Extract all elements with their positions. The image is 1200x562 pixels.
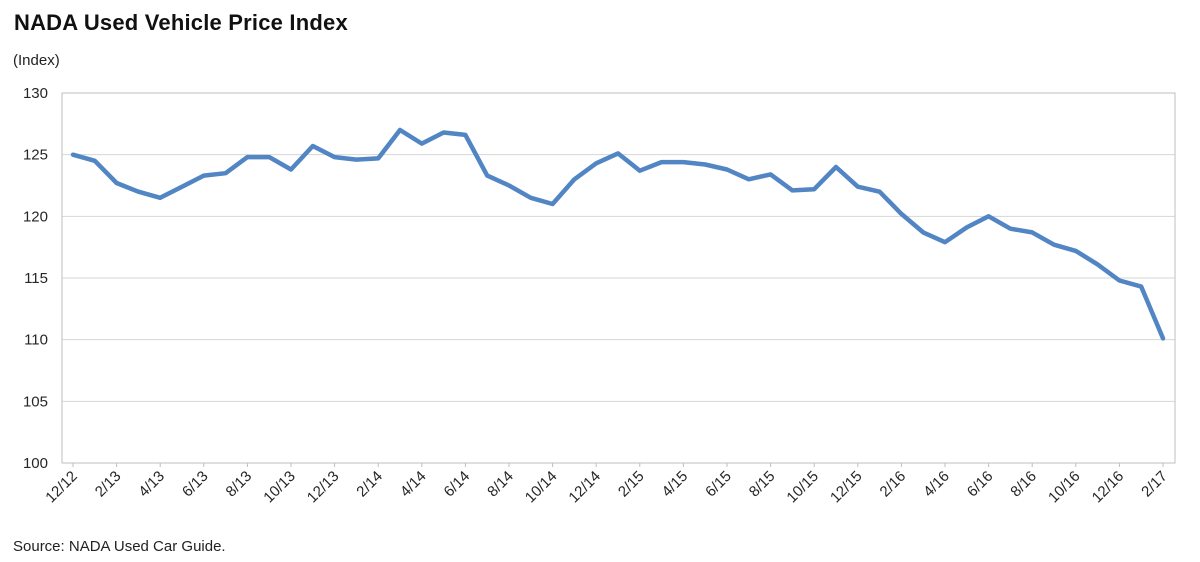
x-axis-tick-label: 10/13 bbox=[260, 468, 299, 507]
x-axis-tick-label: 6/13 bbox=[179, 468, 212, 501]
y-axis-tick-label: 105 bbox=[23, 393, 48, 410]
y-axis-tick-label: 130 bbox=[23, 85, 48, 102]
x-axis-tick-label: 4/13 bbox=[135, 468, 168, 501]
x-axis-tick-label: 12/13 bbox=[304, 468, 343, 507]
x-axis-tick-label: 12/12 bbox=[42, 468, 81, 507]
x-axis-tick-label: 4/15 bbox=[659, 468, 692, 501]
y-axis-tick-label: 120 bbox=[23, 208, 48, 225]
x-axis-tick-label: 2/16 bbox=[877, 468, 910, 501]
x-axis-tick-label: 8/14 bbox=[484, 468, 517, 501]
x-axis-tick-label: 6/15 bbox=[702, 468, 735, 501]
x-axis-tick-label: 2/17 bbox=[1138, 468, 1171, 501]
x-axis-tick-label: 10/14 bbox=[522, 468, 561, 507]
x-axis-tick-label: 6/16 bbox=[964, 468, 997, 501]
x-axis-tick-label: 4/14 bbox=[397, 468, 430, 501]
x-axis-tick-label: 10/16 bbox=[1045, 468, 1084, 507]
x-axis-tick-label: 8/15 bbox=[746, 468, 779, 501]
x-axis-tick-label: 2/14 bbox=[353, 468, 386, 501]
chart-title: NADA Used Vehicle Price Index bbox=[14, 10, 348, 35]
x-axis-tick-label: 6/14 bbox=[441, 468, 474, 501]
source-note: Source: NADA Used Car Guide. bbox=[13, 538, 226, 555]
x-axis-tick-label: 8/16 bbox=[1007, 468, 1040, 501]
x-axis-tick-label: 12/14 bbox=[565, 468, 604, 507]
x-axis-tick-label: 4/16 bbox=[920, 468, 953, 501]
plot-border bbox=[61, 92, 1176, 464]
y-axis-unit-label: (Index) bbox=[13, 52, 60, 69]
x-axis-tick-label: 12/15 bbox=[827, 468, 866, 507]
x-axis-tick-label: 12/16 bbox=[1089, 468, 1128, 507]
y-axis-tick-label: 115 bbox=[24, 270, 48, 287]
y-axis-tick-label: 110 bbox=[24, 332, 48, 349]
y-axis-tick-label: 125 bbox=[23, 147, 48, 164]
x-axis-tick-label: 8/13 bbox=[223, 468, 256, 501]
x-axis-tick-label: 10/15 bbox=[783, 468, 822, 507]
x-axis-tick-label: 2/13 bbox=[92, 468, 125, 501]
x-axis-tick-label: 2/15 bbox=[615, 468, 648, 501]
price-index-line bbox=[70, 127, 1166, 341]
y-axis-tick-label: 100 bbox=[23, 455, 48, 472]
